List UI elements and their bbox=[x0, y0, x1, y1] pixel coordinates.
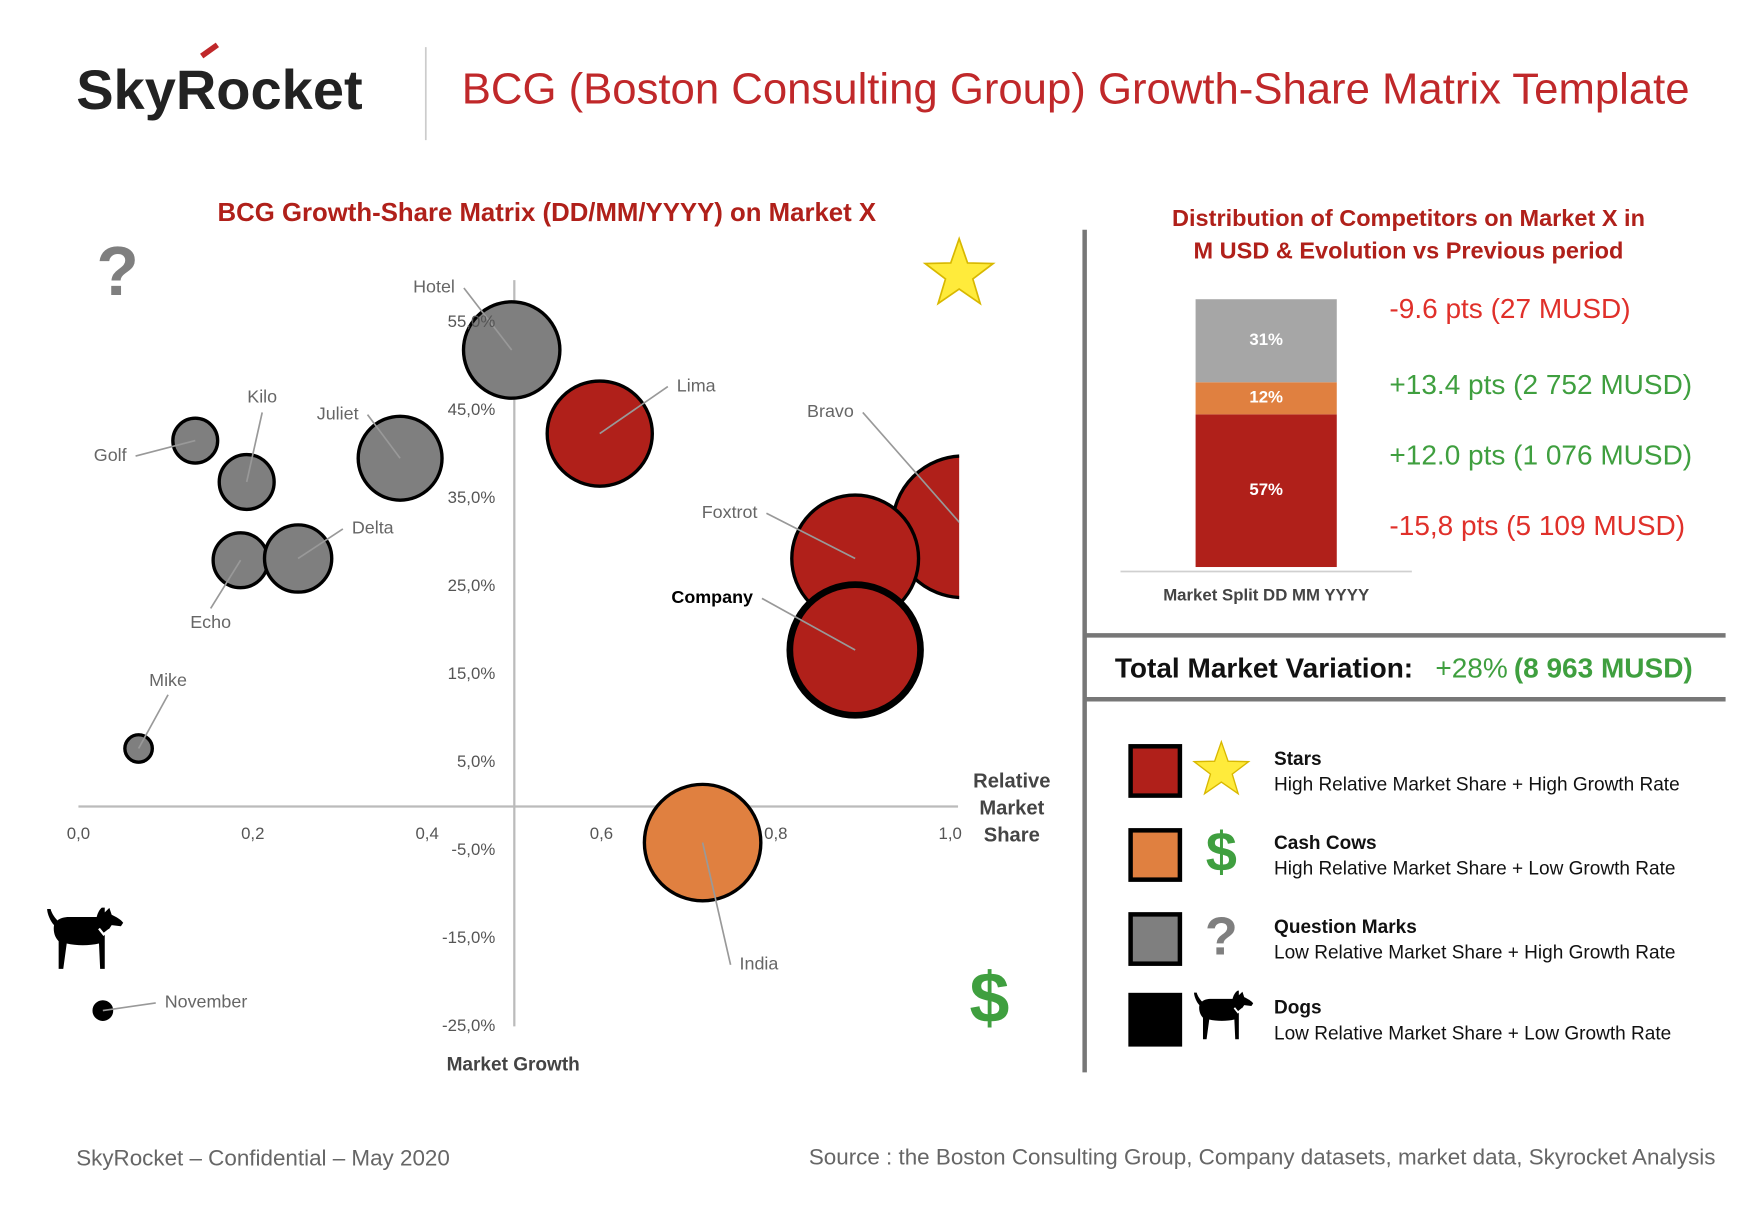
y-tick-label: 45,0% bbox=[448, 400, 496, 419]
bar-segment bbox=[1195, 299, 1337, 383]
dollar-icon: $ bbox=[969, 958, 1009, 1038]
star-icon bbox=[922, 236, 996, 306]
leader-line bbox=[102, 1002, 156, 1012]
bar-segment bbox=[1195, 414, 1337, 568]
bubble bbox=[786, 581, 924, 719]
bubble bbox=[262, 523, 334, 594]
matrix-title: BCG Growth-Share Matrix (DD/MM/YYYY) on … bbox=[218, 199, 877, 227]
total-label: Total Market Variation: bbox=[1115, 653, 1413, 684]
question-icon: ? bbox=[96, 232, 138, 310]
evolution-note: +13.4 pts (2 752 MUSD) bbox=[1389, 369, 1692, 400]
bubble-label: Golf bbox=[94, 445, 127, 465]
bar-value-label: 57% bbox=[1249, 480, 1283, 499]
legend-name: Cash Cows bbox=[1274, 833, 1377, 854]
x-axis-title: Market bbox=[979, 797, 1044, 819]
bar-title: Distribution of Competitors on Market X … bbox=[1172, 205, 1645, 231]
bubble-label: Bravo bbox=[807, 401, 854, 421]
leader-line bbox=[366, 414, 401, 459]
bubble-label: Kilo bbox=[247, 387, 277, 407]
bubble-label: Foxtrot bbox=[702, 502, 758, 522]
leader-line bbox=[862, 411, 960, 524]
legend-question: ? bbox=[1205, 906, 1238, 966]
leader-line bbox=[137, 694, 169, 749]
total-amount: (8 963 MUSD) bbox=[1514, 653, 1693, 684]
leader-line bbox=[761, 597, 856, 651]
bar-title: M USD & Evolution vs Previous period bbox=[1194, 237, 1624, 263]
bar-top-mask bbox=[1189, 285, 1343, 297]
x-tick-label: 1,0 bbox=[939, 824, 962, 843]
bubble bbox=[356, 414, 444, 502]
y-tick-label: 55,0% bbox=[448, 312, 496, 331]
bubble-label: Echo bbox=[190, 612, 231, 632]
bubble-label: November bbox=[165, 992, 248, 1012]
leader-line bbox=[766, 512, 856, 560]
bubble-label: Mike bbox=[149, 670, 187, 690]
bar-value-label: 12% bbox=[1249, 388, 1283, 407]
evolution-note: +12.0 pts (1 076 MUSD) bbox=[1389, 440, 1692, 471]
evolution-note: -15,8 pts (5 109 MUSD) bbox=[1389, 510, 1685, 541]
legend-dog bbox=[1193, 990, 1255, 1041]
bubble bbox=[545, 379, 654, 488]
x-axis-title: Share bbox=[984, 824, 1040, 846]
x-tick-label: 0,4 bbox=[415, 824, 438, 843]
x-tick-label: 0,6 bbox=[590, 824, 613, 843]
y-tick-label: 5,0% bbox=[457, 752, 495, 771]
footer-left: SkyRocket – Confidential – May 2020 bbox=[76, 1146, 450, 1171]
leader-line bbox=[135, 439, 196, 457]
bubble-layer bbox=[92, 287, 960, 1021]
evolution-note: -9.6 pts (27 MUSD) bbox=[1389, 293, 1630, 324]
legend-description: Low Relative Market Share + High Growth … bbox=[1274, 943, 1675, 964]
x-tick-label: 0,2 bbox=[241, 824, 264, 843]
legend-name: Dogs bbox=[1274, 998, 1322, 1019]
y-tick-label: -5,0% bbox=[451, 840, 495, 859]
leader-line bbox=[599, 385, 669, 435]
bubble-label: Hotel bbox=[413, 277, 455, 297]
y-axis-title: Market Growth bbox=[447, 1055, 580, 1076]
bubble-label: Company bbox=[671, 587, 753, 607]
legend-swatch bbox=[1128, 828, 1183, 882]
bubble-label: Delta bbox=[352, 518, 394, 538]
legend-description: High Relative Market Share + High Growth… bbox=[1274, 775, 1680, 796]
bubble bbox=[211, 531, 270, 590]
x-tick-label: Market Split DD MM YYYY bbox=[1163, 586, 1369, 605]
total-percent: +28% bbox=[1435, 653, 1507, 684]
logo: SkyRocket bbox=[76, 58, 362, 121]
legend-description: High Relative Market Share + Low Growth … bbox=[1274, 859, 1675, 880]
legend-description: Low Relative Market Share + Low Growth R… bbox=[1274, 1023, 1671, 1044]
logo-accent bbox=[200, 42, 220, 59]
bubble-label: Juliet bbox=[317, 403, 359, 423]
leader-line bbox=[463, 287, 513, 351]
y-tick-label: 35,0% bbox=[448, 488, 496, 507]
leader-line bbox=[209, 559, 242, 609]
dog-icon bbox=[45, 907, 125, 971]
y-tick-label: -15,0% bbox=[442, 928, 495, 947]
leader-line bbox=[701, 842, 732, 965]
x-axis-title: Relative bbox=[973, 770, 1050, 792]
page-title: BCG (Boston Consulting Group) Growth-Sha… bbox=[462, 64, 1690, 113]
legend-swatch bbox=[1128, 744, 1183, 798]
bubble-label: India bbox=[740, 954, 779, 974]
y-tick-label: 25,0% bbox=[448, 576, 496, 595]
y-tick-label: -25,0% bbox=[442, 1016, 495, 1035]
bubble-label: Lima bbox=[677, 375, 716, 395]
bar-value-label: 31% bbox=[1249, 330, 1283, 349]
legend-swatch bbox=[1128, 992, 1183, 1047]
legend-swatch bbox=[1128, 912, 1183, 966]
x-tick-label: 0,8 bbox=[764, 824, 787, 843]
bar-segment bbox=[1195, 382, 1337, 415]
legend-dollar: $ bbox=[1206, 820, 1237, 883]
leader-line bbox=[297, 528, 344, 560]
legend-star bbox=[1192, 739, 1251, 796]
legend-name: Question Marks bbox=[1274, 917, 1417, 938]
y-tick-label: 15,0% bbox=[448, 664, 496, 683]
bubble bbox=[642, 782, 763, 903]
legend-name: Stars bbox=[1274, 749, 1322, 770]
x-tick-label: 0,0 bbox=[67, 824, 90, 843]
footer-source: Source : the Boston Consulting Group, Co… bbox=[809, 1145, 1716, 1170]
leader-line bbox=[245, 412, 264, 483]
